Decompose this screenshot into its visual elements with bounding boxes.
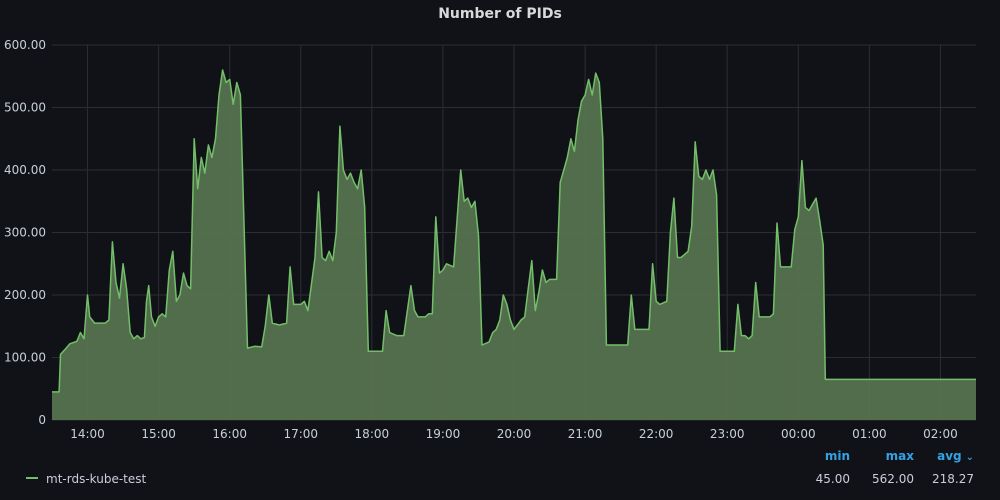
x-tick-label: 14:00 bbox=[70, 427, 105, 441]
x-tick-label: 17:00 bbox=[283, 427, 318, 441]
x-tick-label: 01:00 bbox=[852, 427, 887, 441]
x-tick-label: 22:00 bbox=[639, 427, 674, 441]
pid-area-chart[interactable]: 0 100.00 200.00 300.00 400.00 500.00 600.00 14… bbox=[0, 0, 1000, 446]
y-axis: 0 100.00 200.00 300.00 400.00 500.00 600.00 bbox=[4, 38, 46, 427]
x-tick-label: 21:00 bbox=[568, 427, 603, 441]
x-tick-label: 02:00 bbox=[923, 427, 958, 441]
y-tick-label: 300.00 bbox=[4, 226, 46, 240]
legend-value-min: 45.00 bbox=[815, 472, 850, 486]
y-tick-label: 200.00 bbox=[4, 288, 46, 302]
y-tick-label: 400.00 bbox=[4, 163, 46, 177]
chart-series-area bbox=[52, 69, 976, 420]
x-axis: 14:00 15:00 16:00 17:00 18:00 19:00 20:00 21:00… bbox=[70, 427, 958, 441]
y-tick-label: 100.00 bbox=[4, 351, 46, 365]
legend-value-max: 562.00 bbox=[872, 472, 914, 486]
legend-series-swatch bbox=[26, 477, 38, 479]
y-tick-label: 500.00 bbox=[4, 101, 46, 115]
panel-title: Number of PIDs bbox=[438, 6, 562, 22]
x-tick-label: 18:00 bbox=[355, 427, 390, 441]
x-tick-label: 16:00 bbox=[212, 427, 247, 441]
legend-header-min[interactable]: min bbox=[824, 449, 850, 463]
legend-header-max[interactable]: max bbox=[885, 449, 914, 463]
legend-series-name[interactable]: mt-rds-kube-test bbox=[46, 472, 147, 486]
x-tick-label: 15:00 bbox=[141, 427, 176, 441]
x-tick-label: 00:00 bbox=[781, 427, 816, 441]
x-tick-label: 23:00 bbox=[710, 427, 745, 441]
y-tick-label: 0 bbox=[38, 413, 46, 427]
x-tick-label: 20:00 bbox=[497, 427, 532, 441]
legend-value-avg: 218.27 bbox=[932, 472, 974, 486]
chevron-down-icon: ⌄ bbox=[965, 452, 974, 463]
series-line bbox=[52, 69, 976, 393]
y-tick-label: 600.00 bbox=[4, 38, 46, 52]
legend: mt-rds-kube-test min max avg ⌄ 45.00 562.… bbox=[0, 446, 1000, 500]
x-tick-label: 19:00 bbox=[426, 427, 461, 441]
legend-header-avg[interactable]: avg ⌄ bbox=[937, 449, 974, 463]
series-area-fill bbox=[52, 70, 976, 420]
